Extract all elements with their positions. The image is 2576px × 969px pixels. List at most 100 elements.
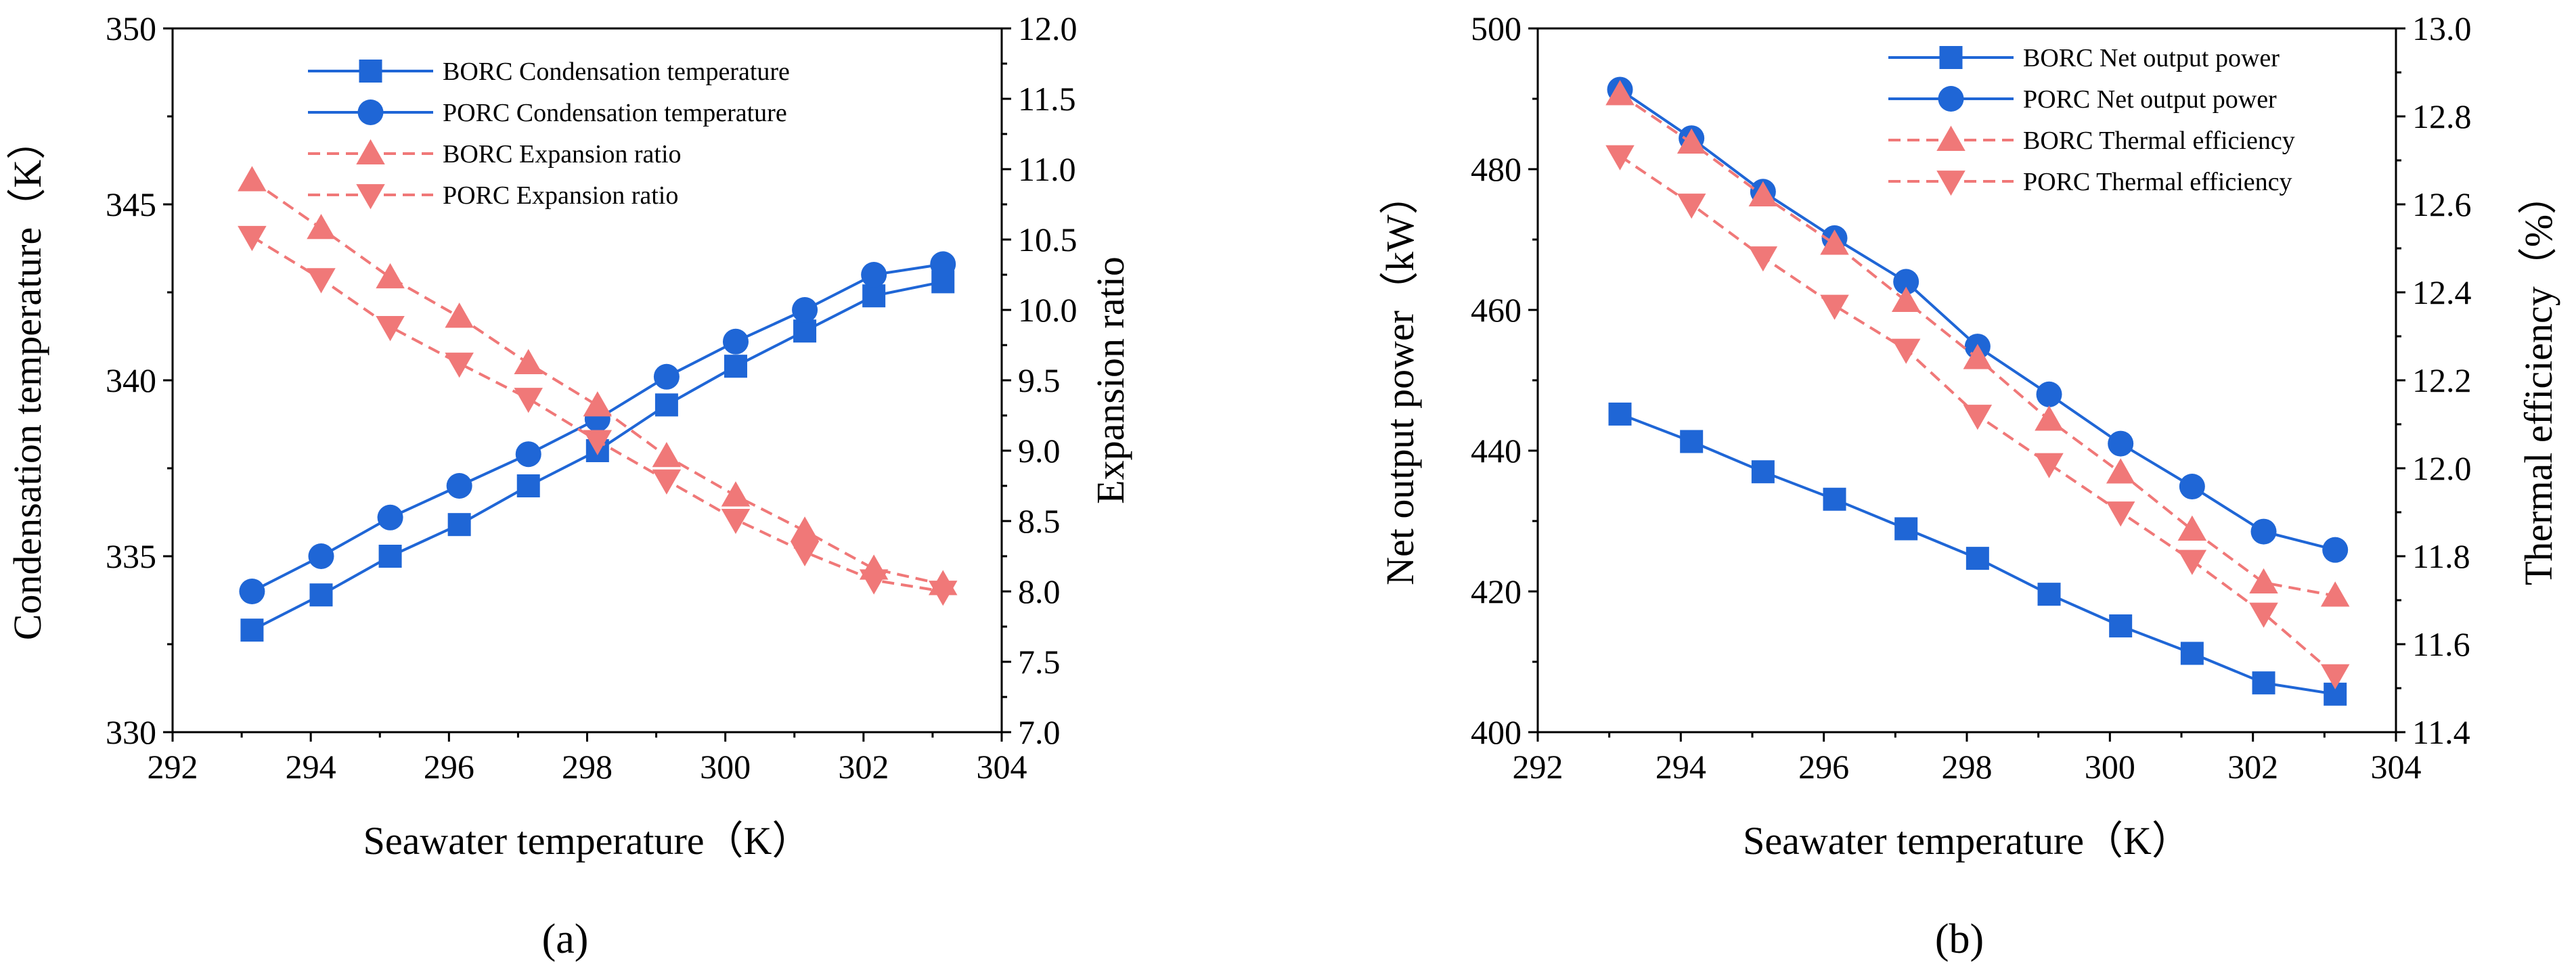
data-point-triangle-up (1676, 128, 1706, 154)
data-point-circle (2179, 474, 2205, 500)
y2-tick-label: 9.5 (1018, 361, 1061, 399)
data-point-circle (1893, 269, 1919, 295)
data-point-triangle-down (652, 469, 682, 495)
data-point-square (793, 319, 817, 343)
legend-marker-triangle-up (1936, 125, 1966, 151)
legend-label: BORC Condensation temperature (443, 58, 790, 86)
data-point-triangle-down (583, 430, 613, 455)
data-point-circle (515, 441, 541, 468)
y-tick-label: 330 (106, 713, 156, 751)
y-tick-label: 335 (106, 537, 156, 575)
data-point-square (862, 284, 886, 308)
data-point-square (1751, 460, 1775, 484)
y2-tick-label: 12.0 (1018, 9, 1078, 47)
y2-axis-title: Thermal efficiency（%） (2516, 175, 2560, 585)
legend-marker-square (359, 60, 382, 83)
legend-marker-triangle-down (356, 184, 385, 210)
data-point-triangle-down (790, 541, 820, 567)
data-point-triangle-down (1891, 338, 1921, 364)
data-point-triangle-down (1748, 246, 1778, 272)
data-point-triangle-up (2106, 458, 2135, 484)
data-point-triangle-up (2249, 568, 2278, 593)
data-point-triangle-down (1676, 194, 1706, 219)
x-tick-label: 292 (148, 748, 198, 786)
plot-frame (171, 27, 1003, 734)
data-point-triangle-up (2177, 515, 2207, 541)
data-point-square (2109, 614, 2133, 637)
chart-panel-b: 292 294 296 298 300 302 304 400 420 440 460 480 500 1… (1378, 9, 2560, 863)
y-tick-label: 350 (106, 9, 156, 47)
legend-marker-circle (1938, 86, 1964, 112)
y2-tick-label: 11.4 (2412, 713, 2470, 751)
data-point-triangle-up (1748, 181, 1778, 206)
data-point-triangle-up (514, 348, 543, 374)
x-axis-title: Seawater temperature（K） (363, 819, 812, 863)
data-point-square (654, 393, 678, 417)
data-point-triangle-up (721, 481, 751, 507)
data-point-triangle-down (445, 353, 474, 378)
y2-tick-label: 7.5 (1018, 643, 1061, 681)
y-tick-label: 400 (1471, 713, 1522, 751)
data-point-circle (2322, 537, 2349, 563)
data-point-triangle-up (583, 391, 613, 417)
chart-panel-a: 292 294 296 298 300 302 304 330 335 340 345 350 7.0 7… (5, 9, 1132, 863)
y-tick-label: 480 (1471, 150, 1522, 188)
data-point-triangle-down (238, 225, 267, 252)
y2-tick-label: 11.0 (1018, 150, 1076, 188)
data-point-triangle-down (1820, 294, 1849, 320)
data-point-triangle-down (2035, 453, 2064, 478)
y-axis-title: Net output power（kW） (1378, 175, 1422, 585)
data-point-triangle-down (1605, 145, 1635, 171)
y2-tick-label: 12.2 (2412, 361, 2472, 399)
legend-label: PORC Condensation temperature (443, 99, 787, 127)
data-point-triangle-down (1963, 405, 1993, 430)
x-tick-label: 304 (977, 748, 1027, 786)
data-point-circle (792, 297, 818, 323)
y2-axis-title: Expansion ratio (1088, 256, 1132, 504)
data-point-square (2037, 583, 2061, 606)
y-tick-label: 340 (106, 361, 156, 399)
data-point-triangle-down (928, 581, 958, 606)
panel-a-label: (a) (542, 916, 589, 962)
legend-label: BORC Net output power (2023, 44, 2280, 72)
data-point-triangle-down (2177, 549, 2207, 575)
y-tick-label: 440 (1471, 432, 1522, 470)
x-axis-title: Seawater temperature（K） (1743, 819, 2191, 863)
legend-label: PORC Net output power (2023, 85, 2277, 114)
data-point-circle (722, 328, 749, 355)
legend-marker-triangle-down (1936, 171, 1966, 196)
x-tick-label: 300 (700, 748, 751, 786)
data-point-circle (308, 543, 334, 569)
legend-marker-triangle-up (356, 139, 385, 164)
legend-marker-square (1939, 46, 1963, 69)
data-point-triangle-down (721, 508, 751, 535)
panel-b-label: (b) (1935, 916, 1984, 962)
data-point-square (1966, 547, 1989, 570)
data-point-square (1823, 487, 1846, 511)
x-tick-label: 296 (424, 748, 474, 786)
y2-tick-label: 10.5 (1018, 221, 1078, 258)
y-tick-label: 460 (1471, 291, 1522, 329)
y2-tick-label: 10.0 (1018, 291, 1078, 329)
x-tick-label: 296 (1798, 748, 1849, 786)
y-tick-label: 345 (106, 185, 156, 223)
x-tick-label: 294 (1656, 748, 1706, 786)
data-point-triangle-down (859, 569, 889, 595)
data-point-square (309, 583, 333, 607)
data-point-circle (446, 473, 472, 499)
data-point-triangle-down (376, 316, 405, 342)
x-tick-label: 300 (2085, 748, 2135, 786)
data-point-circle (239, 579, 265, 604)
legend-label: BORC Expansion ratio (443, 140, 682, 168)
data-point-triangle-up (238, 166, 267, 191)
data-point-square (1680, 430, 1704, 453)
x-tick-label: 298 (562, 748, 613, 786)
data-point-circle (930, 251, 956, 277)
y2-tick-label: 11.5 (1018, 80, 1076, 118)
x-tick-label: 294 (286, 748, 336, 786)
y2-tick-label: 12.6 (2412, 185, 2472, 223)
data-point-square (2252, 671, 2275, 695)
data-point-triangle-up (790, 516, 820, 542)
data-point-square (2180, 641, 2204, 665)
